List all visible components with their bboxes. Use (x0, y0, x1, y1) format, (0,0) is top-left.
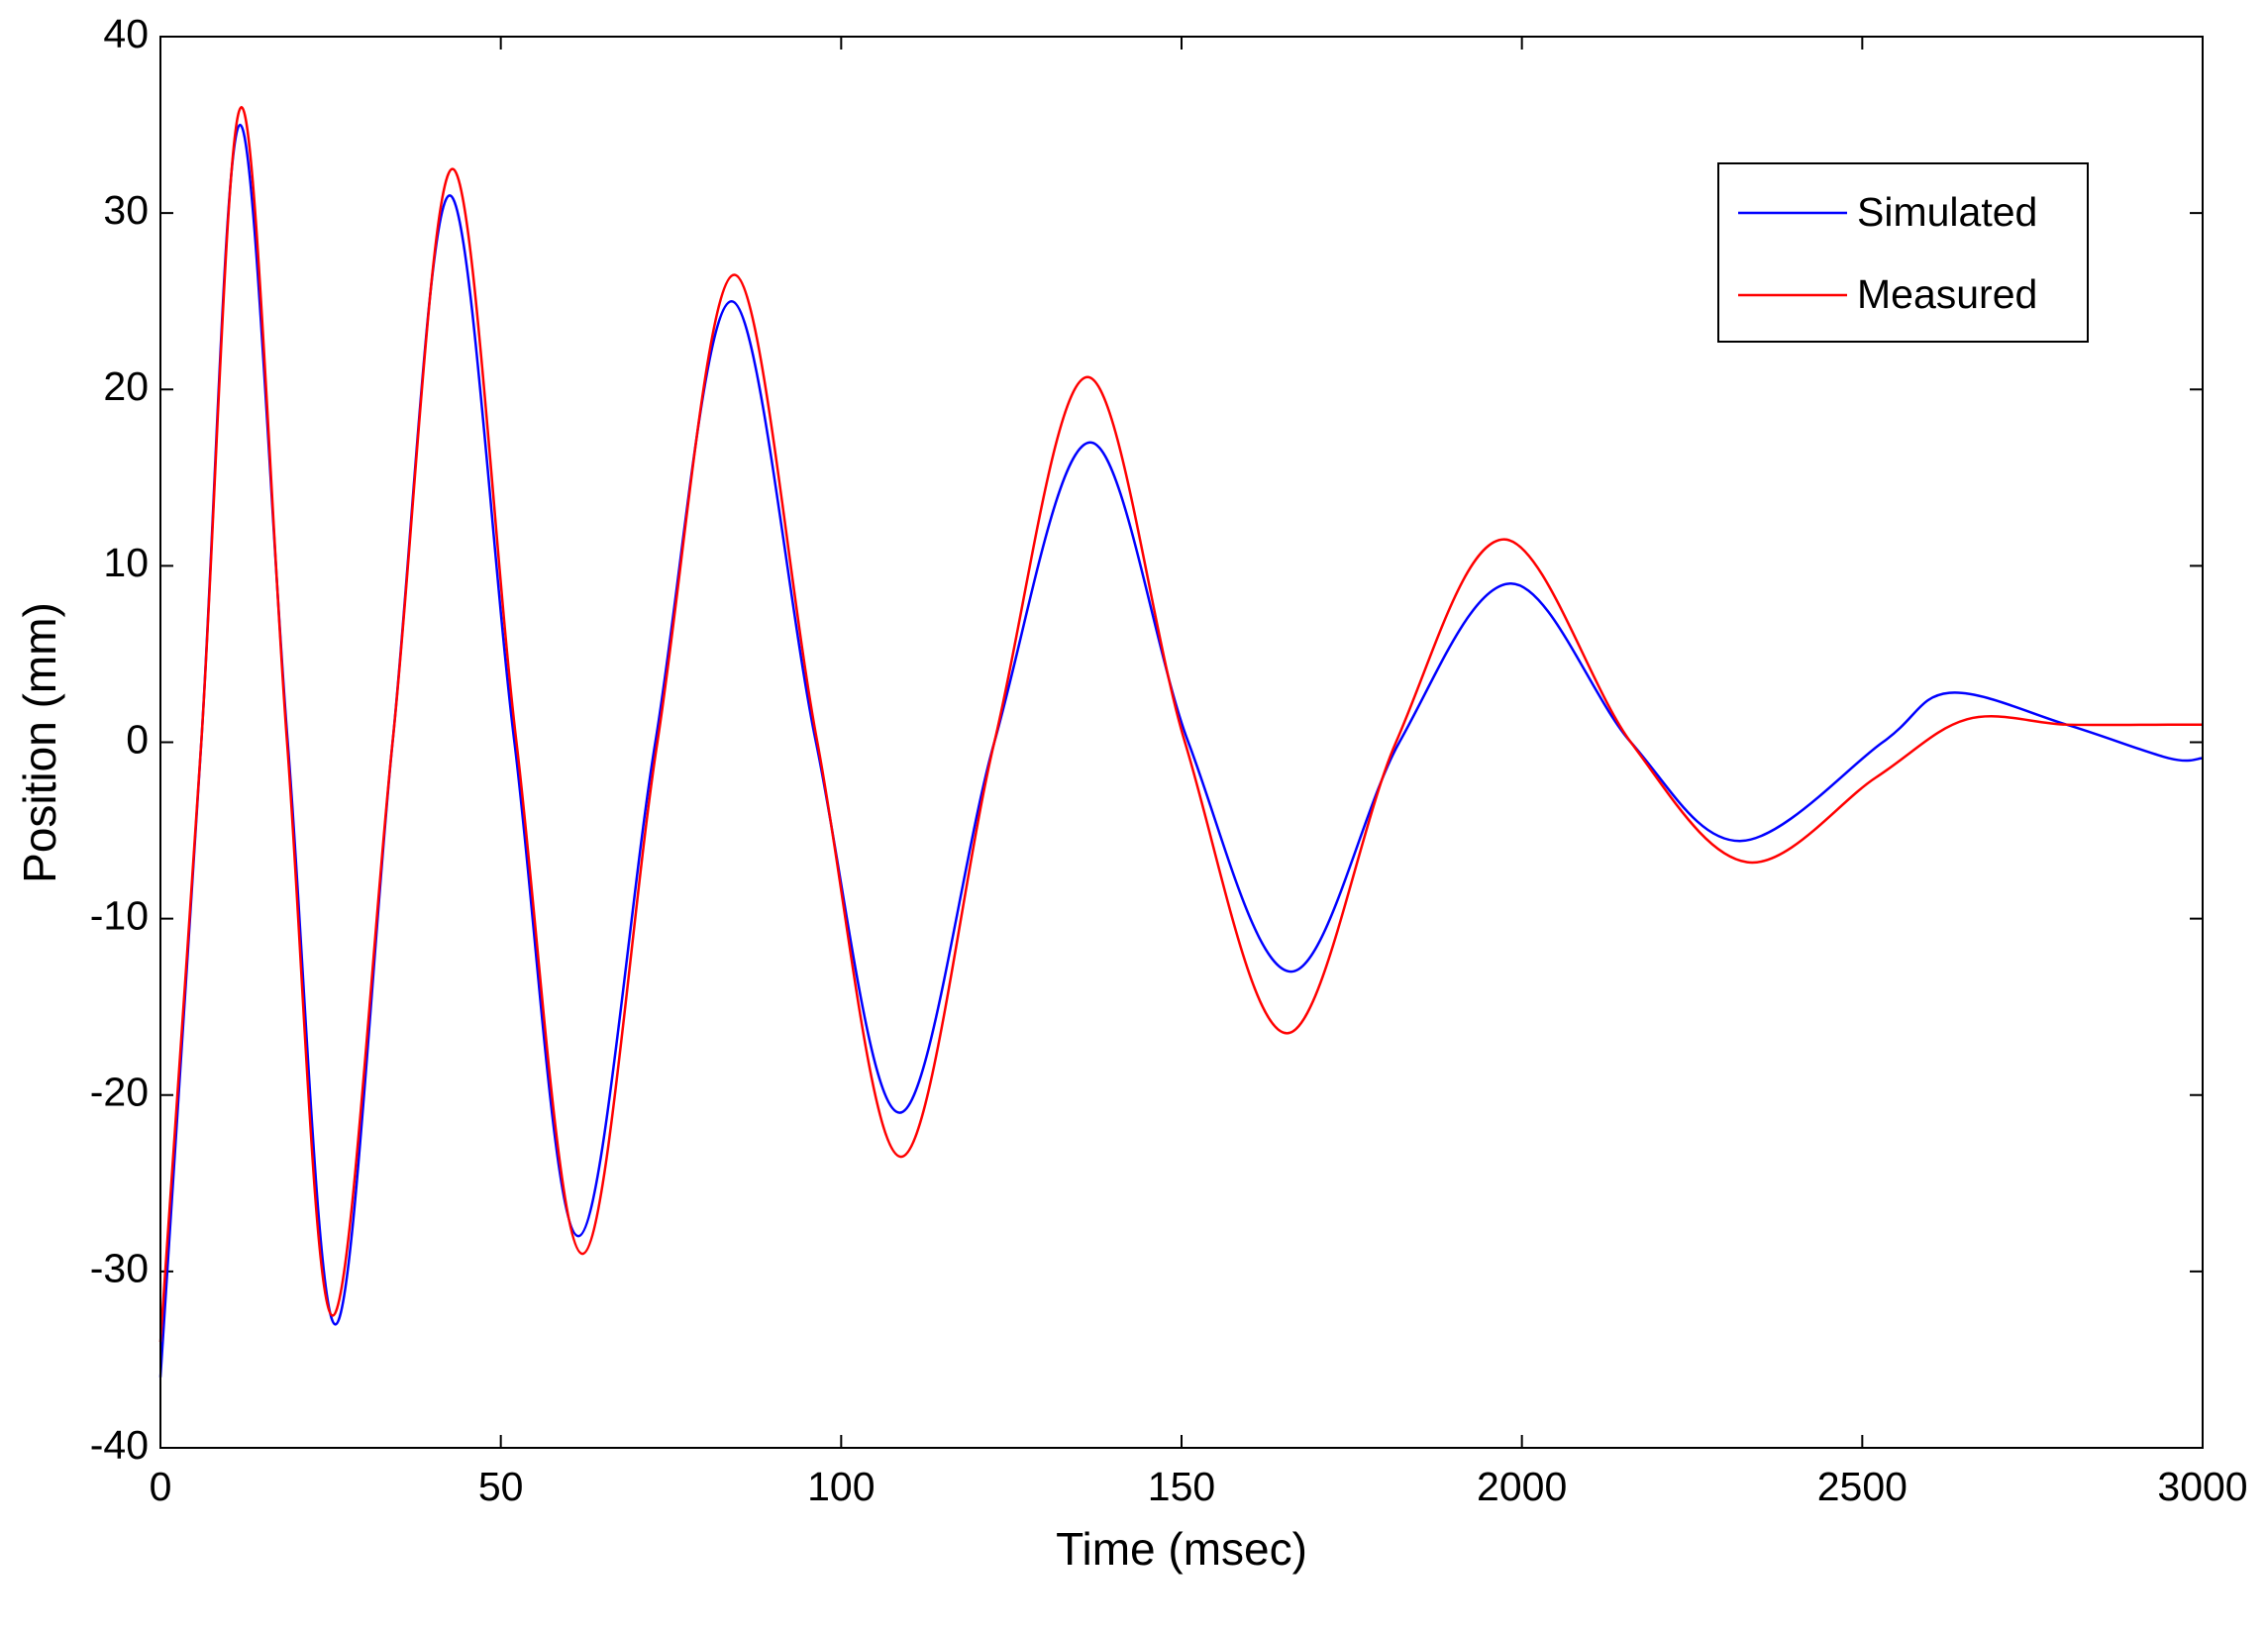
x-tick-label: 3000 (2157, 1464, 2247, 1509)
y-tick-label: -30 (90, 1246, 149, 1291)
plot-frame (159, 36, 2204, 1449)
x-tick-label: 50 (478, 1464, 524, 1509)
y-tick-label: -10 (90, 892, 149, 938)
y-tick-label: 10 (103, 540, 149, 585)
y-tick-label: 0 (126, 716, 149, 762)
x-tick-label: 0 (150, 1464, 172, 1509)
y-tick-label: 30 (103, 187, 149, 233)
y-axis-label: Position (mm) (14, 602, 65, 883)
y-tick-label: -20 (90, 1070, 149, 1115)
x-tick-label: 100 (807, 1464, 875, 1509)
legend: Simulated Measured (1717, 162, 2089, 343)
x-tick-label: 2500 (1817, 1464, 1907, 1509)
y-tick-label: 20 (103, 363, 149, 409)
legend-label: Measured (1857, 271, 2037, 317)
y-tick-label: -40 (90, 1422, 149, 1468)
legend-box (1717, 162, 2089, 343)
data-line (158, 105, 2203, 1343)
x-tick-label: 150 (1148, 1464, 1215, 1509)
x-axis-label: Time (msec) (1056, 1523, 1307, 1575)
x-tick-label: 2000 (1477, 1464, 1567, 1509)
legend-label: Simulated (1857, 189, 2037, 235)
y-tick-label: 40 (103, 11, 149, 56)
